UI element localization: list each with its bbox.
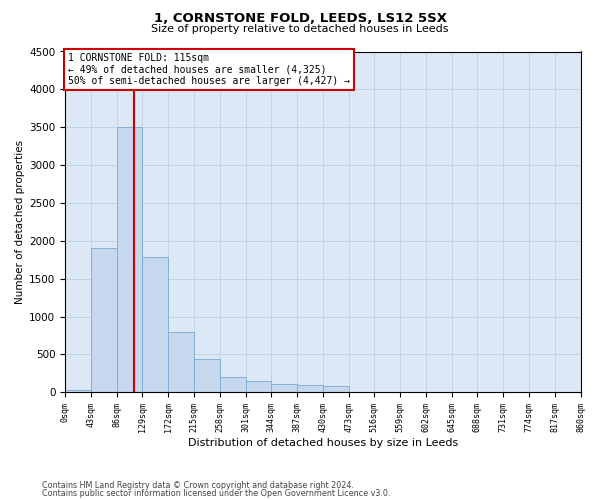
Bar bbox=[245, 381, 271, 392]
Text: Contains public sector information licensed under the Open Government Licence v3: Contains public sector information licen… bbox=[42, 490, 391, 498]
Bar bbox=[116, 127, 142, 392]
Bar bbox=[297, 384, 323, 392]
Text: 1, CORNSTONE FOLD, LEEDS, LS12 5SX: 1, CORNSTONE FOLD, LEEDS, LS12 5SX bbox=[154, 12, 446, 24]
Text: Size of property relative to detached houses in Leeds: Size of property relative to detached ho… bbox=[151, 24, 449, 34]
Bar bbox=[91, 248, 116, 392]
Bar bbox=[220, 377, 245, 392]
Y-axis label: Number of detached properties: Number of detached properties bbox=[15, 140, 25, 304]
Bar bbox=[142, 258, 168, 392]
Bar bbox=[194, 359, 220, 392]
Bar bbox=[271, 384, 297, 392]
Bar bbox=[65, 390, 91, 392]
Bar bbox=[323, 386, 349, 392]
Text: Contains HM Land Registry data © Crown copyright and database right 2024.: Contains HM Land Registry data © Crown c… bbox=[42, 481, 354, 490]
X-axis label: Distribution of detached houses by size in Leeds: Distribution of detached houses by size … bbox=[188, 438, 458, 448]
Text: 1 CORNSTONE FOLD: 115sqm
← 49% of detached houses are smaller (4,325)
50% of sem: 1 CORNSTONE FOLD: 115sqm ← 49% of detach… bbox=[68, 53, 350, 86]
Bar bbox=[168, 332, 194, 392]
